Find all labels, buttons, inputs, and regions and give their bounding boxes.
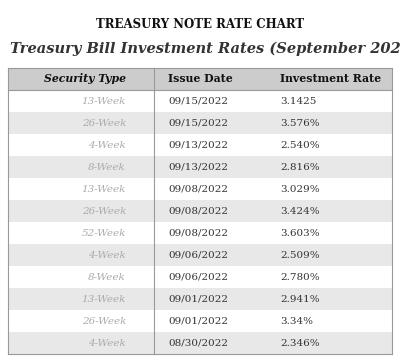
- Text: 09/06/2022: 09/06/2022: [168, 273, 228, 281]
- Text: 09/01/2022: 09/01/2022: [168, 294, 228, 304]
- Text: 09/08/2022: 09/08/2022: [168, 206, 228, 215]
- Text: 09/13/2022: 09/13/2022: [168, 141, 228, 150]
- Text: 2.540%: 2.540%: [280, 141, 320, 150]
- Text: 26-Week: 26-Week: [82, 317, 126, 325]
- Text: 2.780%: 2.780%: [280, 273, 320, 281]
- Text: 08/30/2022: 08/30/2022: [168, 339, 228, 348]
- Bar: [8, 200, 392, 222]
- Text: 13-Week: 13-Week: [82, 96, 126, 106]
- Text: 8-Week: 8-Week: [88, 162, 126, 171]
- Text: 2.509%: 2.509%: [280, 250, 320, 260]
- Text: 09/01/2022: 09/01/2022: [168, 317, 228, 325]
- Bar: [8, 68, 392, 90]
- Text: 3.576%: 3.576%: [280, 119, 320, 127]
- Text: Investment Rate: Investment Rate: [280, 74, 381, 84]
- Text: 2.346%: 2.346%: [280, 339, 320, 348]
- Text: 09/08/2022: 09/08/2022: [168, 229, 228, 237]
- Text: 09/13/2022: 09/13/2022: [168, 162, 228, 171]
- Text: 3.603%: 3.603%: [280, 229, 320, 237]
- Text: 3.029%: 3.029%: [280, 185, 320, 194]
- Bar: [8, 288, 392, 310]
- Bar: [8, 332, 392, 354]
- Text: 3.1425: 3.1425: [280, 96, 316, 106]
- Text: 13-Week: 13-Week: [82, 294, 126, 304]
- Text: 09/06/2022: 09/06/2022: [168, 250, 228, 260]
- Text: 3.34%: 3.34%: [280, 317, 313, 325]
- Text: Security Type: Security Type: [44, 74, 126, 84]
- Text: 8-Week: 8-Week: [88, 273, 126, 281]
- Text: 4-Week: 4-Week: [88, 141, 126, 150]
- Text: 13-Week: 13-Week: [82, 185, 126, 194]
- Text: 2.941%: 2.941%: [280, 294, 320, 304]
- Text: 26-Week: 26-Week: [82, 119, 126, 127]
- Text: Issue Date: Issue Date: [168, 74, 233, 84]
- Text: 2.816%: 2.816%: [280, 162, 320, 171]
- Text: Treasury Bill Investment Rates (September 2022): Treasury Bill Investment Rates (Septembe…: [10, 42, 400, 56]
- Text: 4-Week: 4-Week: [88, 339, 126, 348]
- Text: 4-Week: 4-Week: [88, 250, 126, 260]
- Text: 3.424%: 3.424%: [280, 206, 320, 215]
- Text: 09/08/2022: 09/08/2022: [168, 185, 228, 194]
- Text: 09/15/2022: 09/15/2022: [168, 96, 228, 106]
- Text: TREASURY NOTE RATE CHART: TREASURY NOTE RATE CHART: [96, 18, 304, 31]
- Text: 52-Week: 52-Week: [82, 229, 126, 237]
- Bar: [8, 156, 392, 178]
- Text: 09/15/2022: 09/15/2022: [168, 119, 228, 127]
- Text: 26-Week: 26-Week: [82, 206, 126, 215]
- Bar: [8, 244, 392, 266]
- Bar: [8, 112, 392, 134]
